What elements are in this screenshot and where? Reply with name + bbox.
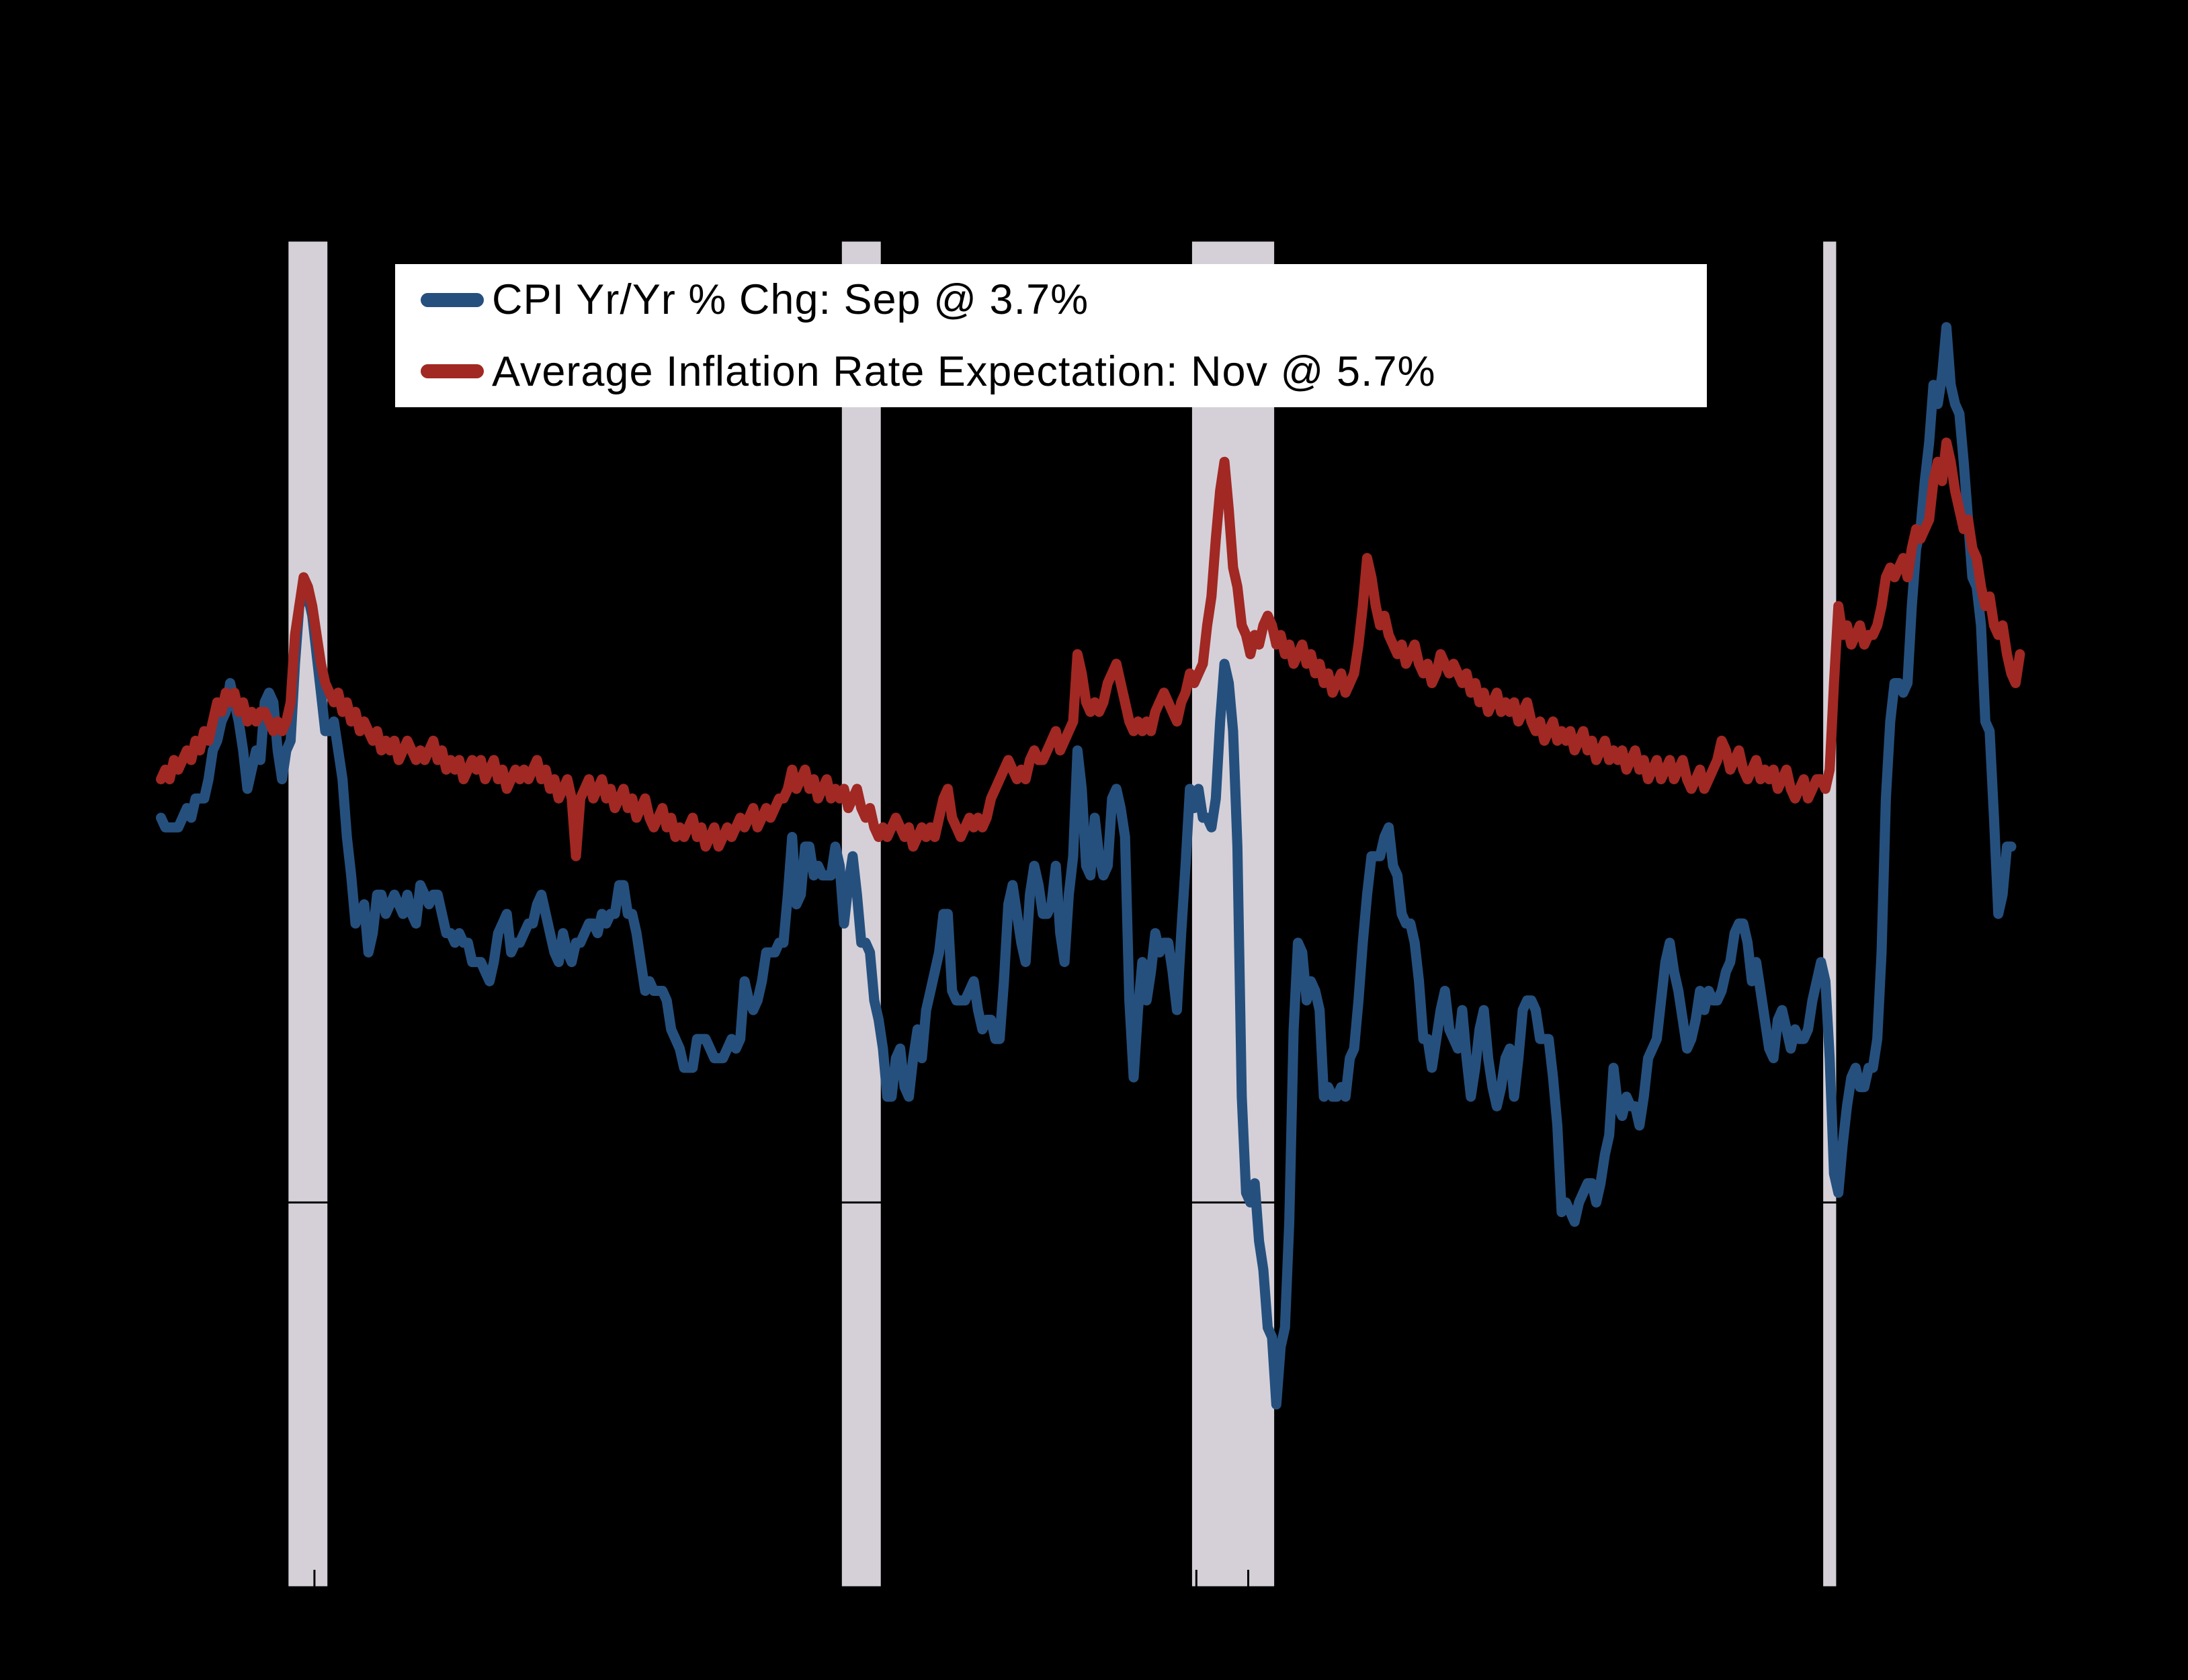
expectation-line-swatch-icon	[421, 364, 484, 379]
series-lines	[156, 322, 2025, 1410]
cpi-line-swatch-icon	[421, 292, 484, 307]
legend-item-cpi: CPI Yr/Yr % Chg: Sep @ 3.7%	[421, 264, 1707, 336]
expectation-legend-label: Average Inflation Rate Expectation: Nov …	[492, 347, 1436, 395]
legend: CPI Yr/Yr % Chg: Sep @ 3.7% Average Infl…	[395, 264, 1707, 407]
axis-layer	[126, 239, 2059, 1589]
legend-item-expectation: Average Inflation Rate Expectation: Nov …	[421, 336, 1707, 408]
cpi-legend-label: CPI Yr/Yr % Chg: Sep @ 3.7%	[492, 276, 1089, 324]
